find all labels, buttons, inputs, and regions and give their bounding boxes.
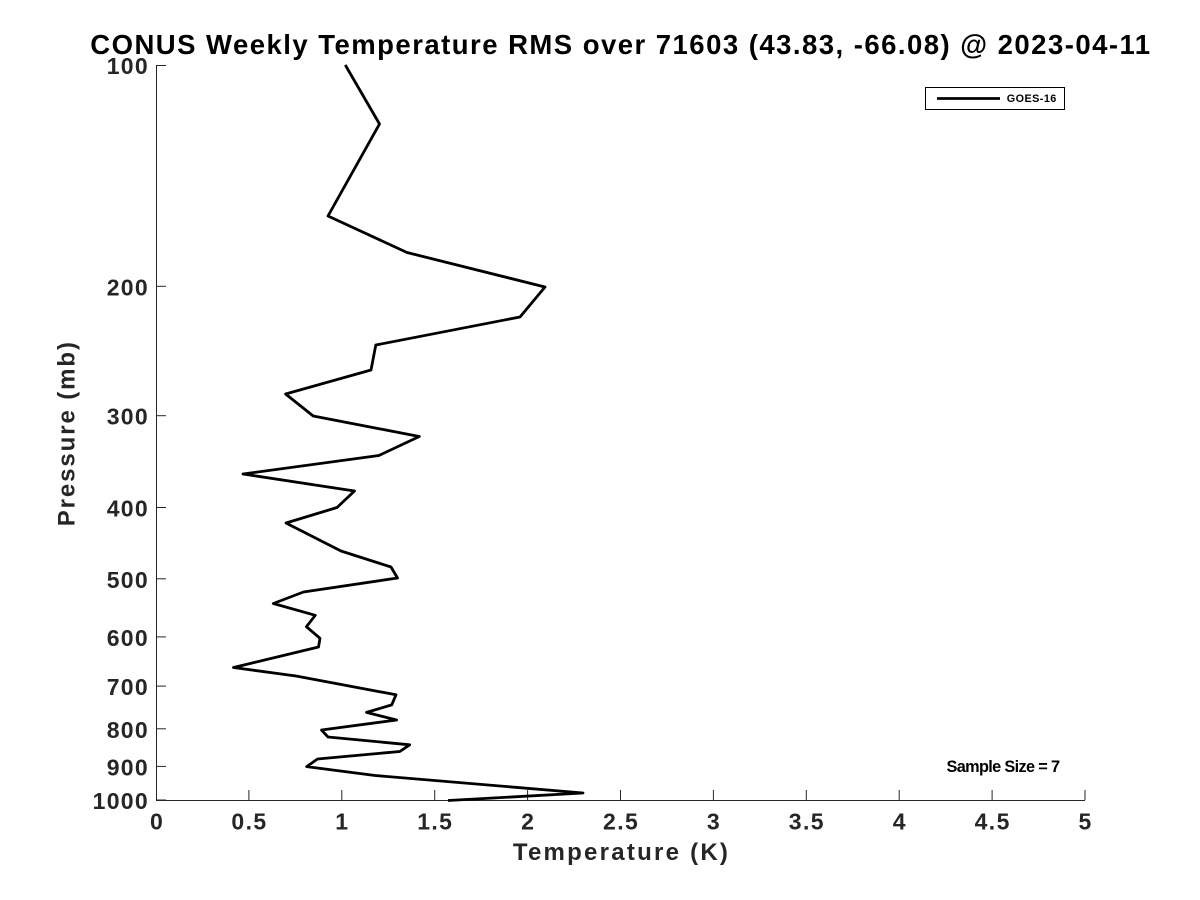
svg-text:800: 800 <box>107 717 149 743</box>
svg-text:600: 600 <box>107 625 149 651</box>
svg-text:1000: 1000 <box>93 788 149 814</box>
svg-text:400: 400 <box>107 496 149 522</box>
svg-text:4.5: 4.5 <box>975 808 1011 834</box>
svg-text:2.5: 2.5 <box>603 808 639 834</box>
svg-text:Temperature (K): Temperature (K) <box>513 839 730 866</box>
svg-text:3.5: 3.5 <box>789 808 825 834</box>
svg-text:200: 200 <box>107 274 149 300</box>
svg-text:1: 1 <box>335 808 349 834</box>
svg-text:CONUS Weekly Temperature RMS o: CONUS Weekly Temperature RMS over 71603 … <box>90 29 1151 60</box>
svg-text:100: 100 <box>107 53 149 79</box>
svg-text:2: 2 <box>521 808 535 834</box>
svg-text:300: 300 <box>107 404 149 430</box>
svg-text:700: 700 <box>107 674 149 700</box>
svg-text:Sample Size = 7: Sample Size = 7 <box>947 758 1060 776</box>
svg-text:4: 4 <box>893 808 907 834</box>
svg-text:3: 3 <box>707 808 721 834</box>
svg-text:0: 0 <box>150 808 164 834</box>
svg-text:5: 5 <box>1078 808 1092 834</box>
svg-text:1.5: 1.5 <box>417 808 453 834</box>
svg-text:0.5: 0.5 <box>231 808 267 834</box>
svg-text:GOES-16: GOES-16 <box>1007 93 1057 105</box>
svg-text:Pressure (mb): Pressure (mb) <box>54 340 81 526</box>
svg-text:900: 900 <box>107 754 149 780</box>
svg-text:500: 500 <box>107 567 149 593</box>
